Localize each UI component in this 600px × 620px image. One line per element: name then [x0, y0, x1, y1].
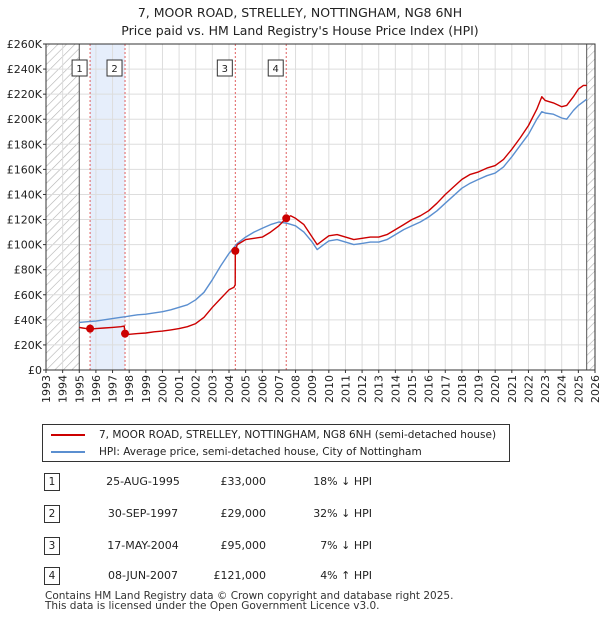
- x-tick-label: 2008: [290, 375, 303, 403]
- x-tick-label: 2010: [323, 375, 336, 403]
- sale-marker-box: [216, 59, 233, 77]
- x-tick-label: 2025: [572, 375, 585, 403]
- x-tick-label: 2003: [206, 375, 219, 403]
- y-tick-label: £120K: [7, 214, 43, 227]
- y-tick-label: £160K: [7, 163, 43, 176]
- sale-price: £29,000: [220, 507, 267, 520]
- x-tick-label: 2020: [489, 375, 502, 403]
- x-tick-label: 2024: [556, 375, 569, 403]
- y-tick-label: £220K: [7, 88, 43, 101]
- sale-date: 25-AUG-1995: [106, 475, 180, 488]
- price-chart: 1 2 3 4 £0 £20K £40K £60K £80K £100K £120K £140K £16…: [7, 38, 600, 403]
- y-tick-label: £0: [28, 364, 42, 377]
- x-tick-label: 2000: [156, 375, 169, 403]
- footer-license: This data is licensed under the Open Gov…: [45, 600, 380, 612]
- sale-hpi-diff: 18% ↓ HPI: [313, 475, 372, 488]
- sale-price: £95,000: [220, 539, 267, 552]
- x-tick-label: 1997: [107, 375, 120, 403]
- sale-row: 1 25-AUG-1995 £33,000 18% ↓ HPI: [0, 472, 600, 494]
- sale-point: [86, 324, 95, 333]
- sale-date: 30-SEP-1997: [107, 507, 179, 520]
- x-tick-label: 1999: [140, 375, 153, 403]
- x-tick-label: 2018: [456, 375, 469, 403]
- x-tick-label: 2016: [423, 375, 436, 403]
- legend-swatch-hpi: [51, 451, 85, 453]
- legend-label-hpi: HPI: Average price, semi-detached house,…: [99, 446, 422, 458]
- x-tick-label: 2009: [306, 375, 319, 403]
- property-series-line: [79, 84, 587, 335]
- x-tick-label: 2022: [522, 375, 535, 403]
- x-tick-label: 2021: [506, 375, 519, 403]
- x-tick-label: 2007: [273, 375, 286, 403]
- sale-marker-box: [71, 59, 88, 77]
- sale-point: [282, 214, 291, 223]
- y-tick-label: £260K: [7, 38, 43, 51]
- x-tick-label: 2017: [439, 375, 452, 403]
- sale-point: [121, 329, 130, 338]
- sale-row: 4 08-JUN-2007 £121,000 4% ↑ HPI: [0, 566, 600, 588]
- chart-title: 7, MOOR ROAD, STRELLEY, NOTTINGHAM, NG8 …: [137, 5, 463, 20]
- x-tick-label: 1998: [123, 375, 136, 403]
- legend: 7, MOOR ROAD, STRELLEY, NOTTINGHAM, NG8 …: [42, 424, 510, 462]
- sale-marker-box: [267, 59, 284, 77]
- hpi-series-line: [79, 98, 588, 324]
- sale-point: [231, 246, 240, 255]
- legend-item-hpi: HPI: Average price, semi-detached house,…: [51, 444, 422, 460]
- x-tick-label: 2023: [539, 375, 552, 403]
- y-tick-label: £20K: [14, 339, 43, 352]
- x-tick-label: 2004: [223, 375, 236, 403]
- legend-item-property: 7, MOOR ROAD, STRELLEY, NOTTINGHAM, NG8 …: [51, 427, 496, 443]
- footer: Contains HM Land Registry data © Crown c…: [45, 590, 454, 612]
- sale-hpi-diff: 7% ↓ HPI: [320, 539, 372, 552]
- x-tick-label: 2005: [240, 375, 253, 403]
- sale-number-badge: 2: [44, 505, 60, 523]
- x-tick-label: 2013: [373, 375, 386, 403]
- sale-number-badge: 4: [44, 567, 60, 585]
- x-tick-label: 2006: [256, 375, 269, 403]
- y-tick-label: £40K: [14, 314, 43, 327]
- sale-price: £121,000: [213, 569, 267, 582]
- x-tick-label: 1993: [40, 375, 53, 403]
- y-tick-label: £100K: [7, 239, 43, 252]
- sale-hpi-diff: 4% ↑ HPI: [320, 569, 372, 582]
- plot-frame: [45, 43, 596, 371]
- sale-price: £33,000: [220, 475, 267, 488]
- sale-hpi-diff: 32% ↓ HPI: [313, 507, 372, 520]
- legend-swatch-property: [51, 434, 85, 436]
- x-tick-label: 2001: [173, 375, 186, 403]
- x-tick-label: 1996: [90, 375, 103, 403]
- no-data-region-right: [586, 44, 595, 370]
- sale-number-badge: 3: [44, 537, 60, 555]
- x-tick-label: 2014: [389, 375, 402, 403]
- plot-area: [46, 44, 595, 370]
- sale-marker-label: 2: [111, 64, 117, 75]
- y-tick-label: £200K: [7, 113, 43, 126]
- y-tick-label: £60K: [14, 289, 43, 302]
- y-tick-label: £140K: [7, 188, 43, 201]
- x-tick-label: 2011: [339, 375, 352, 403]
- sale-date: 08-JUN-2007: [107, 569, 179, 582]
- x-tick-label: 1995: [73, 375, 86, 403]
- x-tick-label: 2019: [473, 375, 486, 403]
- sale-number-badge: 1: [44, 473, 60, 491]
- sale-marker-label: 3: [222, 64, 228, 75]
- x-tick-label: 2012: [356, 375, 369, 403]
- sale-row: 3 17-MAY-2004 £95,000 7% ↓ HPI: [0, 536, 600, 558]
- x-tick-label: 2015: [406, 375, 419, 403]
- sale-marker-label: 1: [76, 64, 82, 75]
- sale-row: 2 30-SEP-1997 £29,000 32% ↓ HPI: [0, 504, 600, 526]
- sale-marker-box: [106, 59, 123, 77]
- y-tick-label: £80K: [14, 264, 43, 277]
- footer-copyright: Contains HM Land Registry data © Crown c…: [45, 590, 454, 602]
- x-tick-label: 1994: [57, 375, 70, 403]
- x-tick-label: 2002: [190, 375, 203, 403]
- legend-label-property: 7, MOOR ROAD, STRELLEY, NOTTINGHAM, NG8 …: [99, 429, 497, 441]
- sale-marker-label: 4: [273, 64, 279, 75]
- y-tick-label: £180K: [7, 138, 43, 151]
- y-tick-label: £240K: [7, 63, 43, 76]
- x-tick-label: 2026: [589, 375, 600, 403]
- chart-subtitle: Price paid vs. HM Land Registry's House …: [121, 23, 479, 38]
- sale-date: 17-MAY-2004: [107, 539, 179, 552]
